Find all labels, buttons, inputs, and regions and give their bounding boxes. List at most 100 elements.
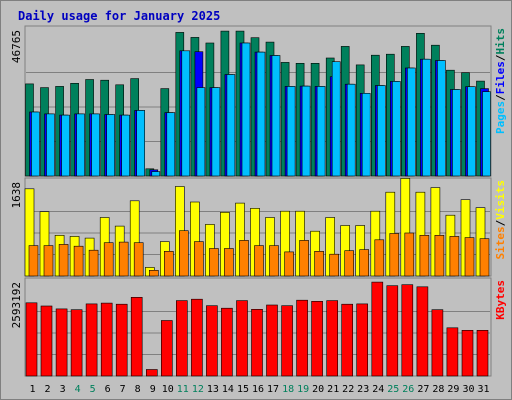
bar-sites-day-9 [149,269,159,277]
bar-kbytes-day-12 [191,298,203,377]
bar-pages-day-18 [286,86,296,177]
bar-kbytes-day-2 [40,305,53,377]
bar-pages-day-23 [361,93,371,177]
x-tick-label: 21 [327,384,339,395]
bar-kbytes-day-30 [461,329,474,377]
bar-kbytes-day-26 [401,284,414,377]
x-tick-label: 27 [417,384,429,395]
bar-kbytes-day-4 [70,309,83,377]
bar-kbytes-day-16 [251,308,263,377]
bar-kbytes-day-21 [326,300,339,377]
bar-sites-day-27 [419,235,430,277]
bar-kbytes-day-28 [431,309,444,377]
bar-pages-day-1 [31,111,40,177]
bar-pages-day-9 [151,171,161,177]
y-max-label: 2593192 [10,282,23,328]
legend-2: Sites/Visits [494,180,507,260]
bar-pages-day-10 [166,112,176,177]
bar-kbytes-day-1 [25,302,38,377]
bar-sites-day-6 [103,242,114,277]
legend-1: Pages/Files/Hits [494,28,507,134]
bar-pages-day-27 [422,58,431,177]
legend-entry: Files [494,61,507,94]
x-tick-label: 28 [432,384,444,395]
bar-kbytes-day-11 [176,300,188,377]
x-tick-label: 8 [135,384,141,395]
x-tick-label: 24 [372,384,384,395]
x-tick-label: 7 [120,384,126,395]
legend-entry: Pages [494,101,507,134]
bar-sites-day-30 [464,237,475,277]
bar-sites-day-26 [404,232,415,277]
x-tick-label: 25 [387,384,399,395]
x-tick-label: 31 [477,384,489,395]
bar-kbytes-day-27 [416,286,429,377]
bar-pages-day-28 [437,60,446,177]
bar-pages-day-6 [106,114,115,177]
bar-kbytes-day-3 [55,308,68,377]
bar-sites-day-24 [374,239,385,277]
bar-sites-day-29 [449,236,460,277]
legend-entry: / [494,219,507,226]
bar-sites-day-3 [58,244,69,277]
y-max-label: 46765 [10,30,23,63]
bar-pages-day-4 [76,113,85,177]
bar-kbytes-day-31 [476,329,489,377]
panel-2: 1638 Sites/Visits [10,177,507,277]
x-tick-label: 30 [462,384,474,395]
bar-sites-day-22 [344,250,355,277]
x-tick-label: 22 [342,384,354,395]
bar-sites-day-25 [389,233,400,277]
bar-sites-day-2 [43,245,54,277]
bar-pages-day-14 [226,74,236,177]
bar-kbytes-day-7 [115,303,128,377]
bar-pages-day-29 [452,89,461,177]
bar-kbytes-day-24 [371,281,384,377]
bar-sites-day-4 [73,245,84,277]
panel-1: 46765 Pages/Files/Hits [10,25,507,177]
x-tick-label: 6 [105,384,111,395]
bar-sites-day-11 [179,230,189,277]
legend-entry: Sites [494,226,507,259]
panel-3: 2593192 KBytes [10,277,507,377]
x-tick-label: 3 [60,384,66,395]
x-tick-label: 19 [297,384,309,395]
bar-kbytes-day-14 [221,307,233,377]
bar-pages-day-15 [241,42,251,177]
y-max-label: 1638 [10,182,23,209]
legend-entry: KBytes [494,280,507,320]
bar-sites-day-7 [118,241,129,277]
bar-sites-day-1 [28,245,39,277]
bar-pages-day-16 [256,51,266,177]
bar-kbytes-day-8 [130,296,143,377]
bar-sites-day-12 [194,241,204,277]
bar-kbytes-day-5 [85,303,98,377]
bar-kbytes-day-9 [146,369,158,377]
x-tick-label: 5 [90,384,96,395]
bar-sites-day-17 [269,245,279,277]
bar-pages-day-20 [316,86,326,177]
bar-sites-day-14 [224,248,234,277]
bar-pages-day-24 [376,85,386,177]
bar-sites-day-10 [164,251,174,277]
legend-3: KBytes [494,280,507,320]
bar-pages-day-26 [406,67,416,177]
x-tick-label: 4 [75,384,81,395]
bar-kbytes-day-15 [236,300,248,377]
bar-kbytes-day-19 [296,299,308,377]
bar-pages-day-19 [301,85,311,177]
legend-entry: Hits [494,28,507,55]
bar-kbytes-day-22 [341,303,354,377]
bar-kbytes-day-18 [281,305,293,377]
bar-pages-day-12 [196,87,206,177]
bar-pages-day-5 [91,113,100,177]
x-tick-label: 11 [177,384,189,395]
bar-pages-day-13 [211,87,221,177]
x-tick-label: 14 [222,384,234,395]
bar-pages-day-30 [467,86,476,177]
x-tick-label: 16 [252,384,264,395]
bar-kbytes-day-23 [356,303,369,377]
bar-pages-day-7 [121,114,130,177]
x-tick-label: 20 [312,384,324,395]
